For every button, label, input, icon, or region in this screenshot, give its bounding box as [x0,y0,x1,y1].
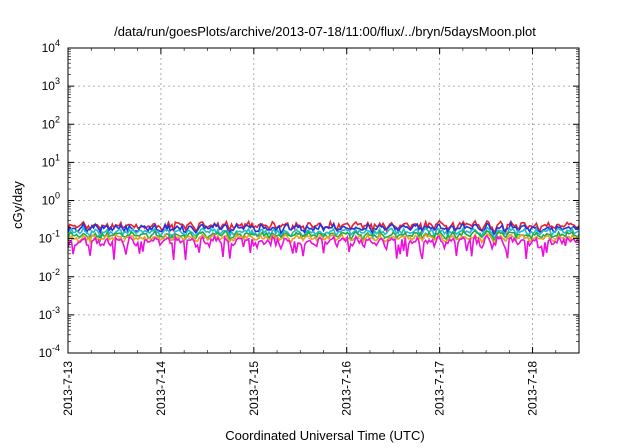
x-tick-label: 2013-7-16 [340,361,354,416]
series-line [67,220,580,237]
chart-title: /data/run/goesPlots/archive/2013-07-18/1… [114,24,536,39]
y-tick-label: 10-4 [39,343,60,360]
y-tick-label: 104 [42,38,60,55]
x-ticks: 2013-7-13 2013-7-14 2013-7-15 2013-7-16 2013… [61,48,580,416]
y-tick-label: 10-3 [39,305,60,322]
y-tick-label: 103 [42,76,60,93]
y-tick-label: 100 [42,191,60,208]
y-ticks: 104 103 102 101 100 10-1 10-2 10-3 10-4 [39,38,579,360]
x-tick-label: 2013-7-17 [433,361,447,416]
x-tick-label: 2013-7-14 [154,361,168,416]
y-tick-label: 10-2 [39,267,60,284]
series-line [67,229,580,243]
series-line [67,225,580,241]
x-tick-label: 2013-7-15 [247,361,261,416]
x-tick-label: 2013-7-13 [61,361,75,416]
y-axis-label: cGy/day [10,181,25,229]
series-group [67,219,580,261]
y-tick-label: 10-1 [39,229,60,246]
x-tick-label: 2013-7-18 [526,361,540,416]
grid [68,47,579,354]
series-line [67,219,580,235]
y-tick-label: 101 [42,152,60,169]
y-tick-label: 102 [42,114,60,131]
series-line [67,233,580,261]
x-axis-label: Coordinated Universal Time (UTC) [225,428,424,443]
